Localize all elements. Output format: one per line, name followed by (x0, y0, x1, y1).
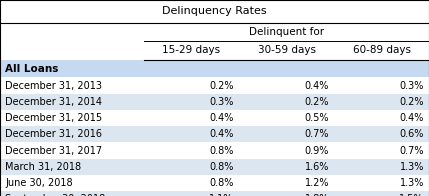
Text: 60-89 days: 60-89 days (353, 45, 411, 55)
Text: 0.2%: 0.2% (399, 97, 424, 107)
Bar (0, 41, 429, 60)
Text: December 31, 2013: December 31, 2013 (5, 81, 102, 91)
Text: December 31, 2016: December 31, 2016 (5, 129, 102, 139)
Text: 1.2%: 1.2% (305, 178, 329, 188)
Text: Delinquency Rates: Delinquency Rates (162, 6, 267, 16)
Text: 0.4%: 0.4% (305, 81, 329, 91)
Text: 1.5%: 1.5% (399, 194, 424, 196)
Text: All Loans: All Loans (5, 64, 58, 74)
Text: 0.4%: 0.4% (209, 129, 234, 139)
Text: 15-29 days: 15-29 days (162, 45, 221, 55)
Text: 0.7%: 0.7% (399, 146, 424, 156)
Bar (0, 23, 429, 41)
Text: 1.3%: 1.3% (399, 178, 424, 188)
Text: 30-59 days: 30-59 days (257, 45, 316, 55)
Text: 0.9%: 0.9% (305, 146, 329, 156)
Bar (0, 191, 429, 196)
Text: 0.8%: 0.8% (209, 162, 234, 172)
Bar (0, 126, 429, 142)
Bar (0, 77, 429, 94)
Text: 0.6%: 0.6% (399, 129, 424, 139)
Text: December 31, 2015: December 31, 2015 (5, 113, 102, 123)
Text: 0.3%: 0.3% (209, 97, 234, 107)
Text: 0.4%: 0.4% (399, 113, 424, 123)
Text: 0.4%: 0.4% (209, 113, 234, 123)
Bar (0, 159, 429, 175)
Bar (0, 110, 429, 126)
Text: 0.8%: 0.8% (209, 146, 234, 156)
Text: 0.3%: 0.3% (399, 81, 424, 91)
Text: June 30, 2018: June 30, 2018 (5, 178, 73, 188)
Bar (0, 94, 429, 110)
Text: Delinquent for: Delinquent for (249, 27, 324, 37)
Bar (0, 60, 429, 77)
Text: 1.6%: 1.6% (305, 162, 329, 172)
Bar (0, 175, 429, 191)
Text: 0.7%: 0.7% (305, 129, 329, 139)
Text: September 30, 2018: September 30, 2018 (5, 194, 106, 196)
Text: 1.1%: 1.1% (209, 194, 234, 196)
Text: 1.8%: 1.8% (305, 194, 329, 196)
Text: 0.5%: 0.5% (305, 113, 329, 123)
Text: 0.8%: 0.8% (209, 178, 234, 188)
Text: March 31, 2018: March 31, 2018 (5, 162, 81, 172)
Bar (0, 0, 429, 23)
Text: 1.3%: 1.3% (399, 162, 424, 172)
Text: 0.2%: 0.2% (209, 81, 234, 91)
Bar (0, 142, 429, 159)
Text: 0.2%: 0.2% (305, 97, 329, 107)
Text: December 31, 2017: December 31, 2017 (5, 146, 102, 156)
Text: December 31, 2014: December 31, 2014 (5, 97, 102, 107)
